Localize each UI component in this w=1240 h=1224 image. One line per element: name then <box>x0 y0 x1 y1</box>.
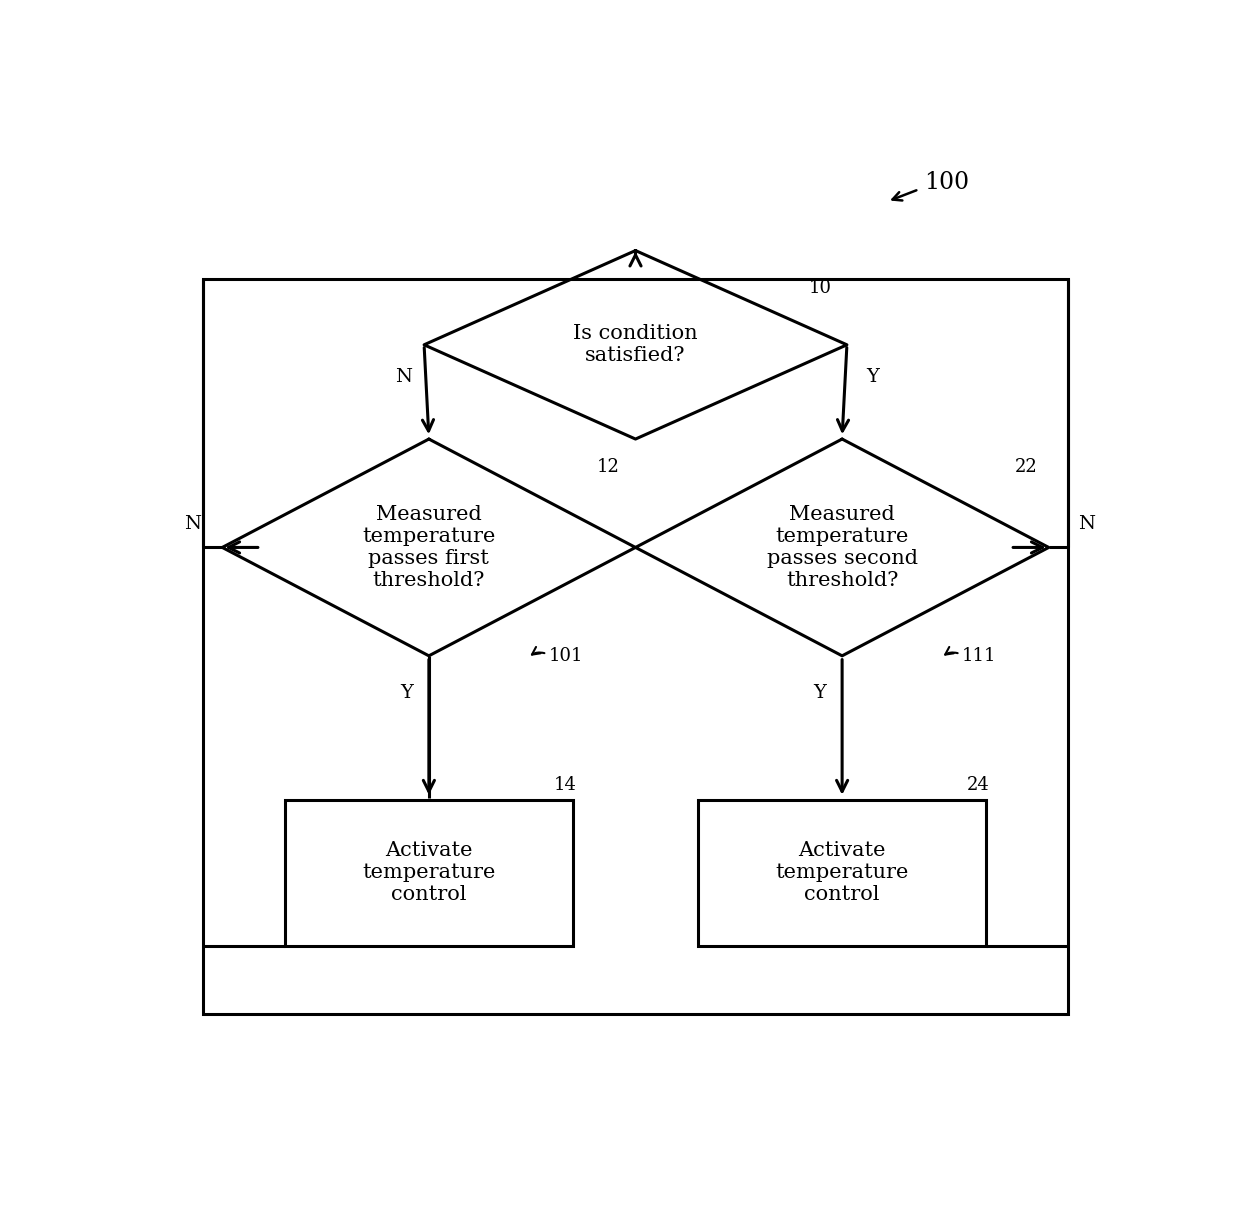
Text: Y: Y <box>401 684 413 703</box>
Text: 101: 101 <box>549 646 584 665</box>
Text: 10: 10 <box>808 279 832 297</box>
Text: Activate
temperature
control: Activate temperature control <box>362 841 496 905</box>
Text: Y: Y <box>813 684 826 703</box>
Text: N: N <box>396 368 412 387</box>
Text: Y: Y <box>866 368 879 387</box>
Text: N: N <box>1078 514 1095 532</box>
Text: Activate
temperature
control: Activate temperature control <box>775 841 909 905</box>
Text: Is condition
satisfied?: Is condition satisfied? <box>573 324 698 365</box>
Text: 14: 14 <box>554 776 577 793</box>
Text: Measured
temperature
passes first
threshold?: Measured temperature passes first thresh… <box>362 506 496 590</box>
Bar <box>698 799 986 946</box>
Text: N: N <box>184 514 201 532</box>
Bar <box>203 279 1068 1013</box>
Text: 22: 22 <box>1016 458 1038 476</box>
Text: 24: 24 <box>967 776 990 793</box>
Text: 111: 111 <box>962 646 997 665</box>
Text: 12: 12 <box>596 458 620 476</box>
Bar <box>285 799 573 946</box>
Text: 100: 100 <box>924 171 968 195</box>
Text: Measured
temperature
passes second
threshold?: Measured temperature passes second thres… <box>766 506 918 590</box>
